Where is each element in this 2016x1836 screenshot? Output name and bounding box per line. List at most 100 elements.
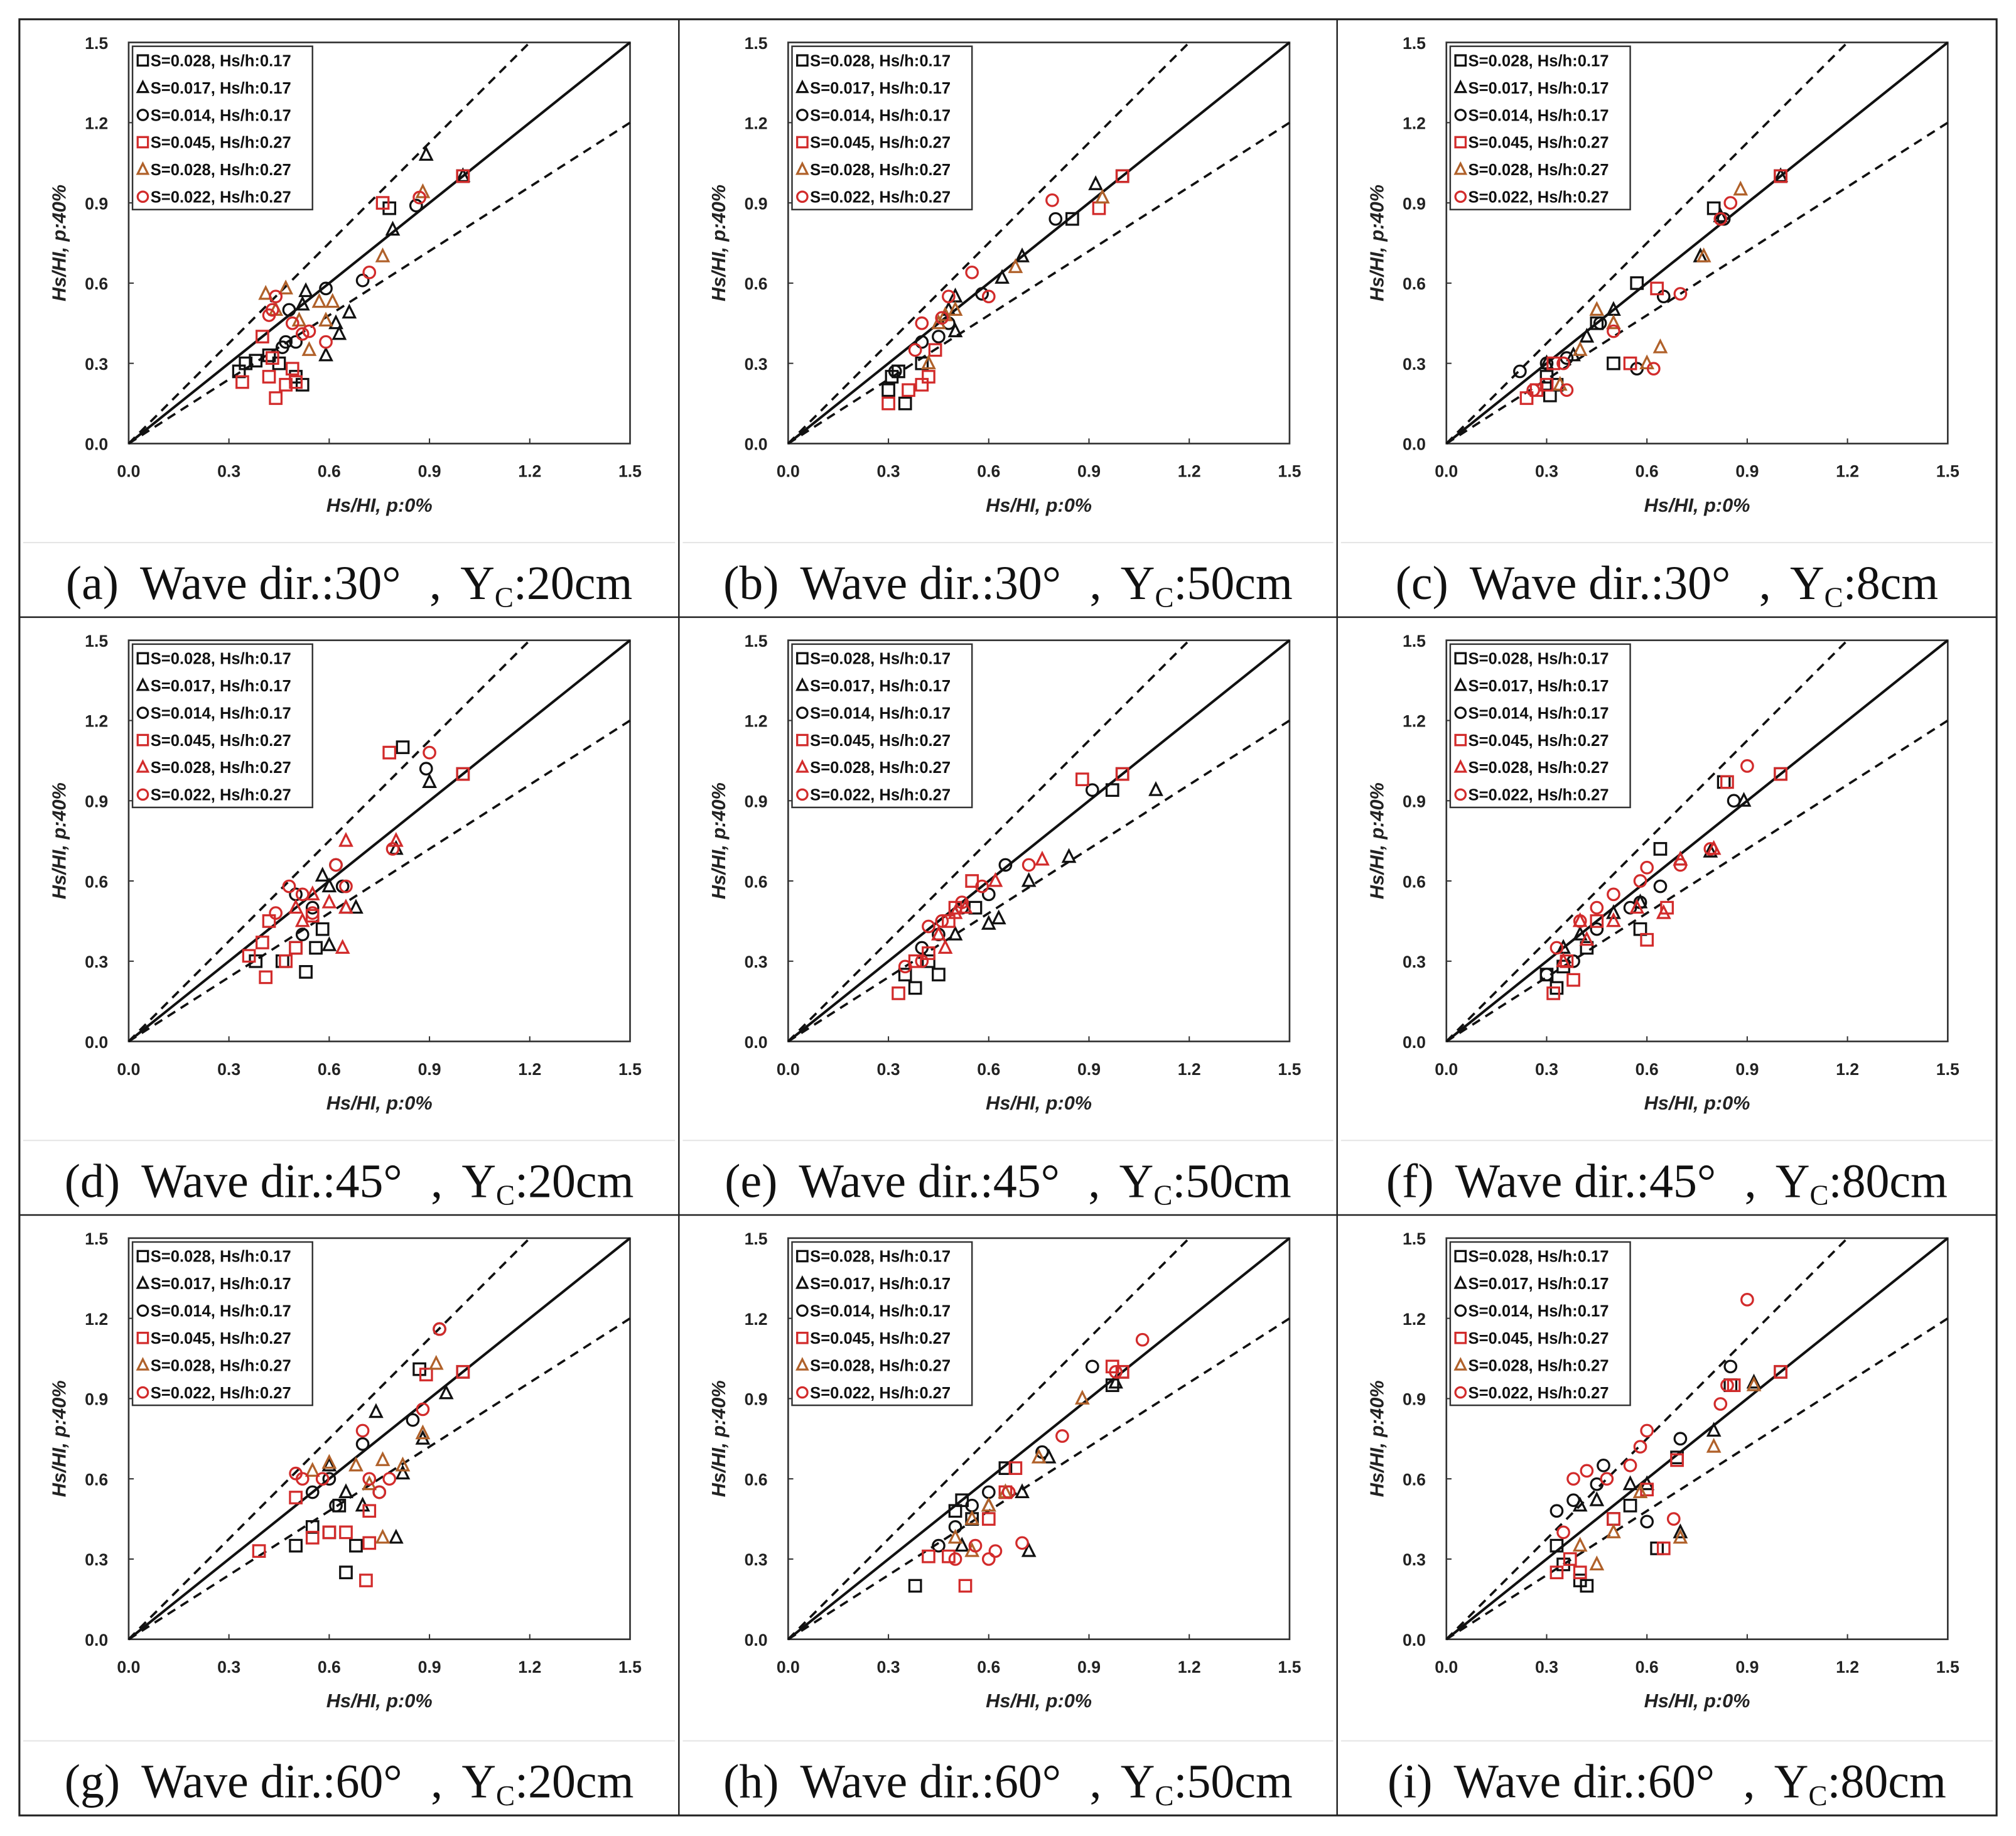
- data-point-triangle: [395, 1456, 411, 1472]
- caption-sep: ,: [1090, 557, 1102, 610]
- data-point-circle: [1590, 1477, 1604, 1491]
- data-point-triangle: [995, 269, 1010, 284]
- caption-wave: Wave dir.:30°: [1470, 557, 1730, 610]
- y-tick-label: 0.3: [85, 1550, 108, 1569]
- legend-marker-triangle: [136, 79, 150, 94]
- x-tick-label: 1.2: [518, 1658, 541, 1677]
- data-point-circle: [915, 316, 929, 330]
- data-point-square: [285, 362, 299, 376]
- x-tick-label: 0.0: [777, 462, 800, 481]
- legend-marker-triangle: [795, 677, 809, 691]
- data-point-circle: [1640, 1515, 1654, 1529]
- legend-entry-label: S=0.014, Hs/h:0.17: [1469, 1303, 1609, 1320]
- data-point-square: [1573, 1565, 1587, 1580]
- legend-marker-circle: [796, 788, 809, 801]
- data-point-square: [1650, 281, 1664, 296]
- caption-yc-value: :80cm: [1829, 1155, 1948, 1207]
- data-point-square: [305, 1531, 320, 1545]
- y-tick-label: 1.2: [85, 1310, 108, 1329]
- legend-marker-triangle: [136, 161, 150, 175]
- data-point-triangle: [385, 220, 401, 236]
- x-tick-label: 0.9: [418, 462, 441, 481]
- data-point-circle: [329, 858, 343, 872]
- data-point-square: [1105, 1378, 1119, 1392]
- data-point-square: [269, 391, 283, 405]
- legend-entry-label: S=0.017, Hs/h:0.17: [151, 1275, 291, 1293]
- data-point-square: [239, 356, 253, 370]
- legend-marker-square: [796, 54, 809, 67]
- y-tick-label: 0.9: [745, 194, 768, 213]
- reference-line-dashed: [127, 639, 531, 1042]
- data-point-square: [1590, 914, 1604, 928]
- data-point-square: [289, 1538, 303, 1553]
- data-point-triangle: [1629, 899, 1645, 914]
- data-point-triangle: [1673, 850, 1688, 866]
- data-point-circle: [295, 327, 310, 341]
- data-point-square: [932, 968, 946, 981]
- caption-yc-value: :20cm: [515, 1756, 633, 1808]
- data-point-triangle: [957, 899, 973, 914]
- legend-marker-square: [1454, 1250, 1467, 1263]
- data-point-triangle: [1656, 904, 1671, 919]
- y-axis-label: Hs/HI, p:40%: [1366, 1380, 1388, 1497]
- data-point-triangle: [1746, 1373, 1762, 1389]
- data-point-square: [881, 396, 895, 411]
- data-point-triangle: [947, 301, 963, 316]
- caption-yc-sub: C: [1810, 1180, 1829, 1211]
- y-tick-label: 0.6: [85, 872, 108, 891]
- data-point-circle: [409, 198, 423, 213]
- reference-line-dashed: [1445, 41, 1848, 445]
- legend-entry-label: S=0.022, Hs/h:0.27: [1469, 189, 1609, 207]
- legend-entry-label: S=0.045, Hs/h:0.27: [1469, 1330, 1609, 1347]
- legend-entry-label: S=0.014, Hs/h:0.17: [151, 1303, 291, 1320]
- data-point-triangle: [1035, 850, 1050, 866]
- reference-line-dashed: [787, 1317, 1290, 1641]
- data-point-triangle: [298, 282, 313, 298]
- legend-entry-label: S=0.028, Hs/h:0.27: [1469, 161, 1609, 179]
- legend-marker-square: [796, 652, 809, 665]
- data-point-triangle: [395, 1464, 411, 1480]
- y-tick-label: 1.2: [1403, 712, 1426, 731]
- data-point-triangle: [338, 1483, 353, 1498]
- data-point-square: [262, 370, 276, 384]
- data-point-triangle: [1074, 1390, 1090, 1405]
- x-tick-label: 1.2: [518, 1060, 541, 1079]
- legend-marker-circle: [1454, 1304, 1467, 1317]
- data-point-triangle: [1703, 843, 1718, 858]
- y-tick-label: 0.9: [1403, 194, 1426, 213]
- x-tick-label: 0.3: [217, 462, 240, 481]
- chart-panel: 0.0 0.0 0.3 0.3 0.6 0.6 0.9 0.9 1.2 1.2 1.5 1.5 Hs/H…: [682, 34, 1334, 613]
- data-point-triangle: [1589, 1491, 1605, 1506]
- legend-marker-square: [796, 136, 809, 149]
- data-point-square: [309, 941, 323, 955]
- legend-entry-label: S=0.017, Hs/h:0.17: [151, 80, 291, 97]
- legend-entry-label: S=0.045, Hs/h:0.27: [151, 134, 291, 152]
- data-point-square: [1115, 1364, 1129, 1379]
- data-point-circle: [1580, 1464, 1594, 1478]
- data-point-circle: [1015, 1536, 1029, 1550]
- data-point-triangle: [1088, 175, 1104, 190]
- y-axis-label: Hs/HI, p:40%: [708, 185, 730, 301]
- legend-entry-label: S=0.045, Hs/h:0.27: [151, 732, 291, 750]
- data-point-triangle: [1706, 1437, 1722, 1453]
- reference-line-1to1: [127, 1237, 631, 1641]
- data-point-circle: [433, 1322, 446, 1336]
- data-point-triangle: [375, 247, 391, 262]
- legend-marker-circle: [136, 788, 149, 801]
- data-point-circle: [988, 1544, 1003, 1558]
- chart-panel: 0.0 0.0 0.3 0.3 0.6 0.6 0.9 0.9 1.2 1.2 1.5 1.5 Hs/H…: [682, 632, 1334, 1211]
- caption-yc: Y: [1121, 557, 1155, 610]
- data-point-square: [339, 1565, 353, 1580]
- x-tick-label: 0.3: [877, 1060, 900, 1079]
- data-point-circle: [1673, 287, 1688, 301]
- y-tick-label: 0.9: [1403, 792, 1426, 811]
- data-point-triangle: [415, 1424, 431, 1440]
- caption-yc: Y: [460, 557, 495, 610]
- x-tick-label: 0.6: [977, 1658, 1000, 1677]
- data-point-triangle: [1021, 1542, 1037, 1557]
- legend-entry-label: S=0.028, Hs/h:0.27: [151, 759, 291, 777]
- y-axis-label: Hs/HI, p:40%: [48, 1380, 70, 1497]
- legend-entry-label: S=0.014, Hs/h:0.17: [810, 107, 951, 124]
- reference-line-dashed: [127, 41, 531, 445]
- data-point-circle: [932, 330, 946, 343]
